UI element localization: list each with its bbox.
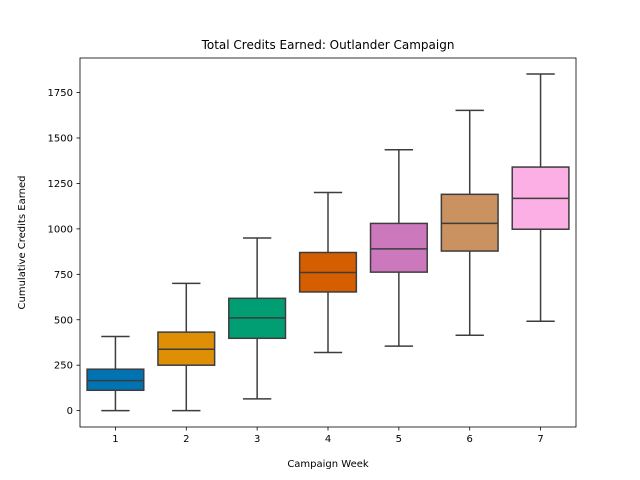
y-tick-label: 0 [67,406,73,417]
x-tick-label: 7 [537,434,543,445]
iqr-box [86,368,145,392]
box-group-week-4 [298,191,358,354]
y-tick-label: 250 [54,361,73,372]
box-group-week-3 [228,237,287,400]
x-axis-title: Campaign Week [287,459,369,470]
x-tick-label: 1 [112,434,118,445]
plot-frame [79,57,577,428]
y-tick-label: 1500 [48,133,73,144]
y-tick-label: 500 [54,315,73,326]
chart-title: Total Credits Earned: Outlander Campaign [201,38,455,52]
box-group-week-1 [86,335,145,412]
y-tick-label: 1000 [48,224,73,235]
y-axis-title: Cumulative Credits Earned [17,176,28,310]
box-group-week-6 [440,109,499,336]
x-axis: 1 2 3 4 5 6 7 [112,427,544,445]
y-tick-label: 1250 [48,179,73,190]
iqr-box [369,222,428,273]
y-tick-label: 750 [54,270,73,281]
x-tick-label: 2 [183,434,189,445]
x-tick-label: 3 [254,434,260,445]
box-group-week-7 [511,73,570,322]
boxes-layer [86,73,570,412]
y-tick-label: 1750 [48,88,73,99]
x-tick-label: 6 [467,434,473,445]
box-group-week-2 [157,282,216,412]
box-group-week-5 [369,149,428,347]
x-tick-label: 4 [325,434,331,445]
y-axis: 0 250 500 750 1000 1250 1500 1750 [48,88,80,417]
x-tick-label: 5 [396,434,402,445]
